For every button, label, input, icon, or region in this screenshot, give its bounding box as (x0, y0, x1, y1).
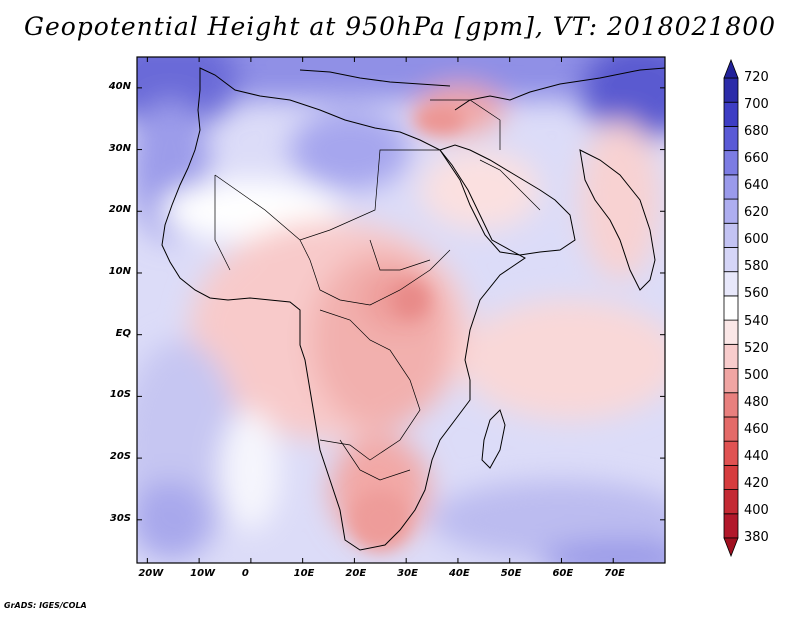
lat-label: 30N (108, 142, 131, 154)
colorbar-label: 700 (744, 97, 769, 113)
colorbar-label: 620 (744, 205, 769, 221)
lon-label: 40E (448, 568, 470, 579)
lon-label: 70E (604, 568, 625, 579)
colorbar-segment (723, 77, 739, 103)
lat-label: 10N (108, 265, 131, 277)
colorbar-segment (723, 295, 739, 321)
lon-label: 60E (552, 568, 574, 579)
colorbar-label: 400 (744, 502, 769, 518)
colorbar-segment (723, 319, 739, 345)
colorbar-min-arrow (723, 537, 739, 558)
lat-label: 30S (109, 512, 131, 524)
lat-label: EQ (115, 327, 131, 339)
colorbar-segment (723, 513, 739, 539)
grads-credit: GrADS: IGES/COLA (4, 601, 87, 610)
colorbar-label: 480 (744, 394, 769, 410)
colorbar-label: 560 (744, 286, 769, 302)
colorbar-segment (723, 343, 739, 369)
colorbar-label: 680 (744, 124, 769, 140)
colorbar-segment (723, 150, 739, 176)
colorbar-label: 500 (744, 367, 769, 383)
colorbar-segment (723, 222, 739, 248)
map-title: Geopotential Height at 950hPa [gpm], VT:… (23, 12, 777, 41)
colorbar-segment (723, 126, 739, 152)
colorbar-segment (723, 174, 739, 200)
lon-label: 50E (500, 568, 522, 579)
lat-label: 20N (108, 204, 131, 216)
colorbar-segment (723, 440, 739, 466)
colorbar-label: 720 (744, 70, 769, 85)
lon-label: 10W (190, 568, 216, 579)
lat-label: 20S (109, 451, 131, 463)
colorbar-segment (723, 247, 739, 273)
colorbar-label: 600 (744, 232, 769, 248)
colorbar (723, 58, 739, 558)
lat-label: 10S (109, 389, 131, 401)
colorbar-segment (723, 101, 739, 127)
lon-label: 20W (138, 568, 164, 579)
coastlines (161, 67, 665, 551)
axis-ticks (137, 57, 665, 563)
lon-label: 30E (397, 568, 418, 579)
colorbar-segment (723, 271, 739, 297)
colorbar-segment (723, 416, 739, 442)
colorbar-segment (723, 368, 739, 394)
lon-label: 10E (293, 568, 315, 579)
colorbar-segment (723, 198, 739, 224)
colorbar-label: 660 (744, 151, 769, 167)
colorbar-segment (723, 489, 739, 515)
country-borders (214, 99, 541, 481)
colorbar-label: 380 (744, 530, 769, 545)
lon-label: 20E (345, 568, 367, 579)
lat-label: 40N (108, 80, 131, 92)
plot-frame (136, 56, 666, 564)
colorbar-segment (723, 464, 739, 490)
colorbar-segment (723, 392, 739, 418)
colorbar-label: 580 (744, 259, 769, 275)
colorbar-label: 520 (744, 340, 769, 356)
colorbar-label: 440 (744, 448, 769, 464)
colorbar-label: 420 (744, 475, 769, 491)
lon-label: 0 (241, 568, 249, 579)
height-field (137, 57, 665, 563)
colorbar-label: 640 (744, 178, 769, 194)
colorbar-max-arrow (723, 58, 739, 79)
colorbar-label: 460 (744, 421, 769, 437)
colorbar-label: 540 (744, 313, 769, 329)
